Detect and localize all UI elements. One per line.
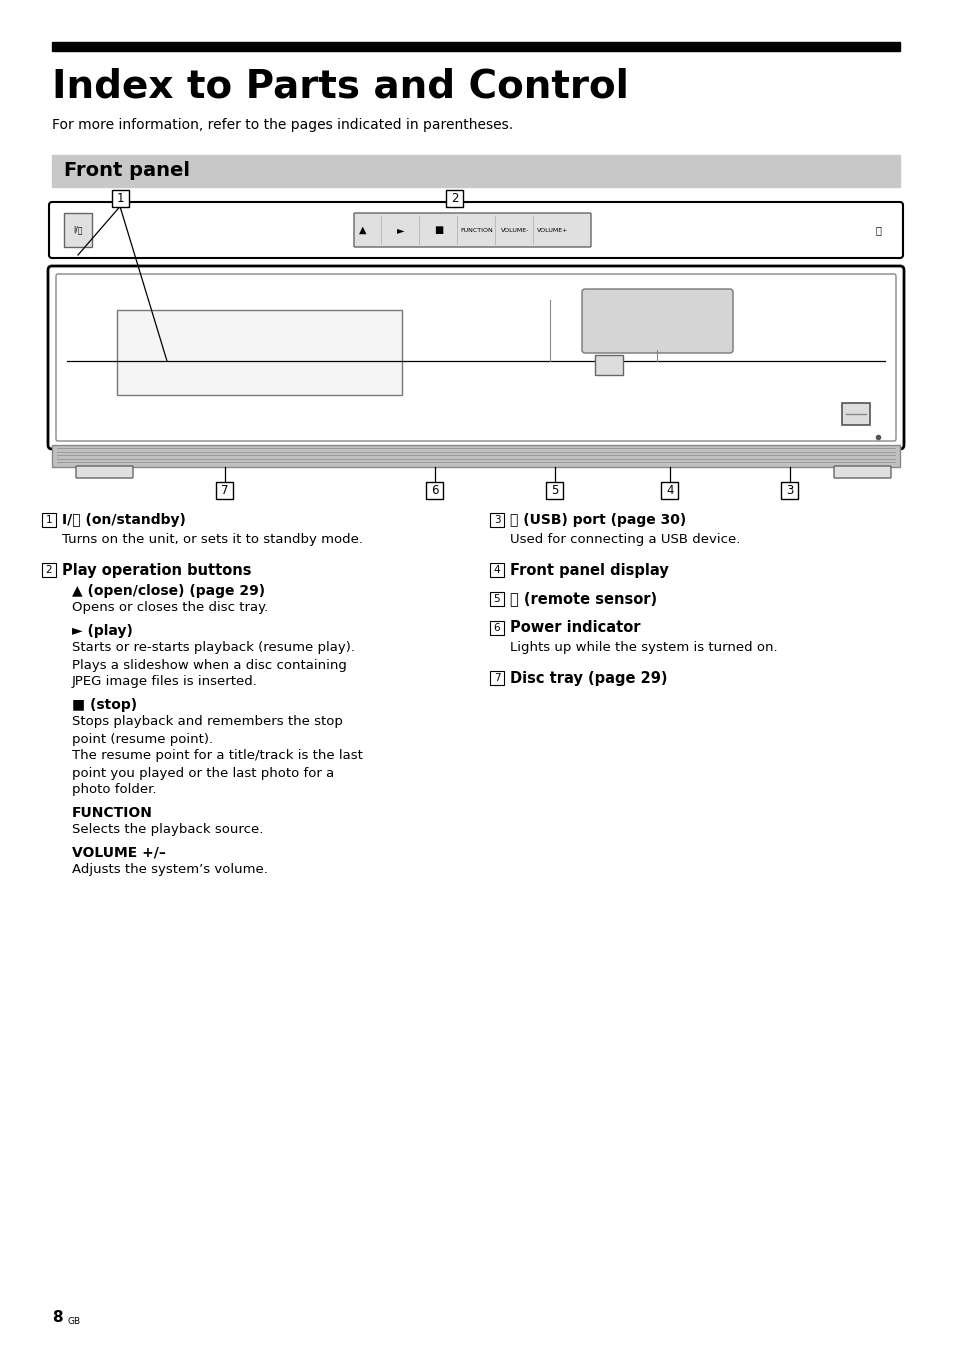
Text: 5: 5 [493,594,499,604]
Text: ⯃: ⯃ [874,224,880,235]
Bar [112,189,129,207]
Text: Adjusts the system’s volume.: Adjusts the system’s volume. [71,864,268,876]
Text: Selects the playback source.: Selects the playback source. [71,823,263,837]
Text: Opens or closes the disc tray.: Opens or closes the disc tray. [71,602,268,615]
Text: ▲: ▲ [359,224,366,235]
Text: 2: 2 [451,192,458,204]
Bar [117,310,401,395]
Text: I/⏻: I/⏻ [73,226,83,234]
FancyBboxPatch shape [48,266,903,449]
Text: 4: 4 [665,484,673,496]
Text: Front panel display: Front panel display [510,562,668,577]
Text: 1: 1 [46,515,52,525]
Text: ⯃ (USB) port (page 30): ⯃ (USB) port (page 30) [510,512,685,527]
Text: Stops playback and remembers the stop: Stops playback and remembers the stop [71,715,342,729]
Text: Play operation buttons: Play operation buttons [62,562,252,577]
Text: 6: 6 [493,623,499,633]
Text: JPEG image files is inserted.: JPEG image files is inserted. [71,676,257,688]
Text: point you played or the last photo for a: point you played or the last photo for a [71,767,334,780]
FancyBboxPatch shape [76,466,132,479]
Text: VOLUME-: VOLUME- [500,227,529,233]
Text: Index to Parts and Control: Index to Parts and Control [52,68,628,105]
Text: ▲ (open/close) (page 29): ▲ (open/close) (page 29) [71,584,265,598]
Text: Front panel: Front panel [64,161,190,181]
Text: 3: 3 [493,515,499,525]
Text: 3: 3 [785,484,793,496]
Text: 7: 7 [493,673,499,683]
Text: VOLUME+: VOLUME+ [537,227,568,233]
Bar [490,592,503,606]
Text: Starts or re-starts playback (resume play).: Starts or re-starts playback (resume pla… [71,641,355,654]
Text: ►: ► [396,224,404,235]
Bar [42,562,56,577]
FancyBboxPatch shape [833,466,890,479]
Text: Turns on the unit, or sets it to standby mode.: Turns on the unit, or sets it to standby… [62,533,363,545]
Text: ► (play): ► (play) [71,625,132,638]
Bar [490,621,503,635]
Bar [52,445,899,466]
Text: 5: 5 [551,484,558,496]
Text: GB: GB [68,1317,81,1325]
Bar [841,403,869,425]
Text: Used for connecting a USB device.: Used for connecting a USB device. [510,533,740,545]
Text: Disc tray (page 29): Disc tray (page 29) [510,671,667,685]
Bar [660,481,678,499]
Text: ⬜ (remote sensor): ⬜ (remote sensor) [510,592,657,607]
Text: Lights up while the system is turned on.: Lights up while the system is turned on. [510,641,777,653]
Bar [490,671,503,685]
FancyBboxPatch shape [49,201,902,258]
Text: 1: 1 [116,192,124,204]
Text: VOLUME +/–: VOLUME +/– [71,846,166,860]
FancyBboxPatch shape [354,214,590,247]
Text: The resume point for a title/track is the last: The resume point for a title/track is th… [71,749,362,763]
Bar [42,512,56,527]
Bar [446,189,463,207]
Text: 8: 8 [52,1310,63,1325]
Bar [52,155,899,187]
Bar [546,481,563,499]
Text: ■ (stop): ■ (stop) [71,698,137,713]
Text: 4: 4 [493,565,499,575]
Bar [490,512,503,527]
Text: I/⏻ (on/standby): I/⏻ (on/standby) [62,512,186,527]
Bar [64,214,91,247]
Bar [426,481,443,499]
Text: 6: 6 [431,484,438,496]
Bar [595,356,622,375]
FancyBboxPatch shape [581,289,732,353]
Bar [490,562,503,577]
Text: Power indicator: Power indicator [510,621,639,635]
Text: For more information, refer to the pages indicated in parentheses.: For more information, refer to the pages… [52,118,513,132]
FancyBboxPatch shape [56,274,895,441]
Bar [52,42,899,51]
Text: FUNCTION: FUNCTION [460,227,493,233]
Bar [781,481,798,499]
Text: Plays a slideshow when a disc containing: Plays a slideshow when a disc containing [71,658,347,672]
Text: FUNCTION: FUNCTION [71,806,152,821]
Text: 2: 2 [46,565,52,575]
Text: photo folder.: photo folder. [71,784,156,796]
Text: point (resume point).: point (resume point). [71,733,213,745]
Text: ■: ■ [434,224,443,235]
Bar [216,481,233,499]
Text: 7: 7 [221,484,229,496]
